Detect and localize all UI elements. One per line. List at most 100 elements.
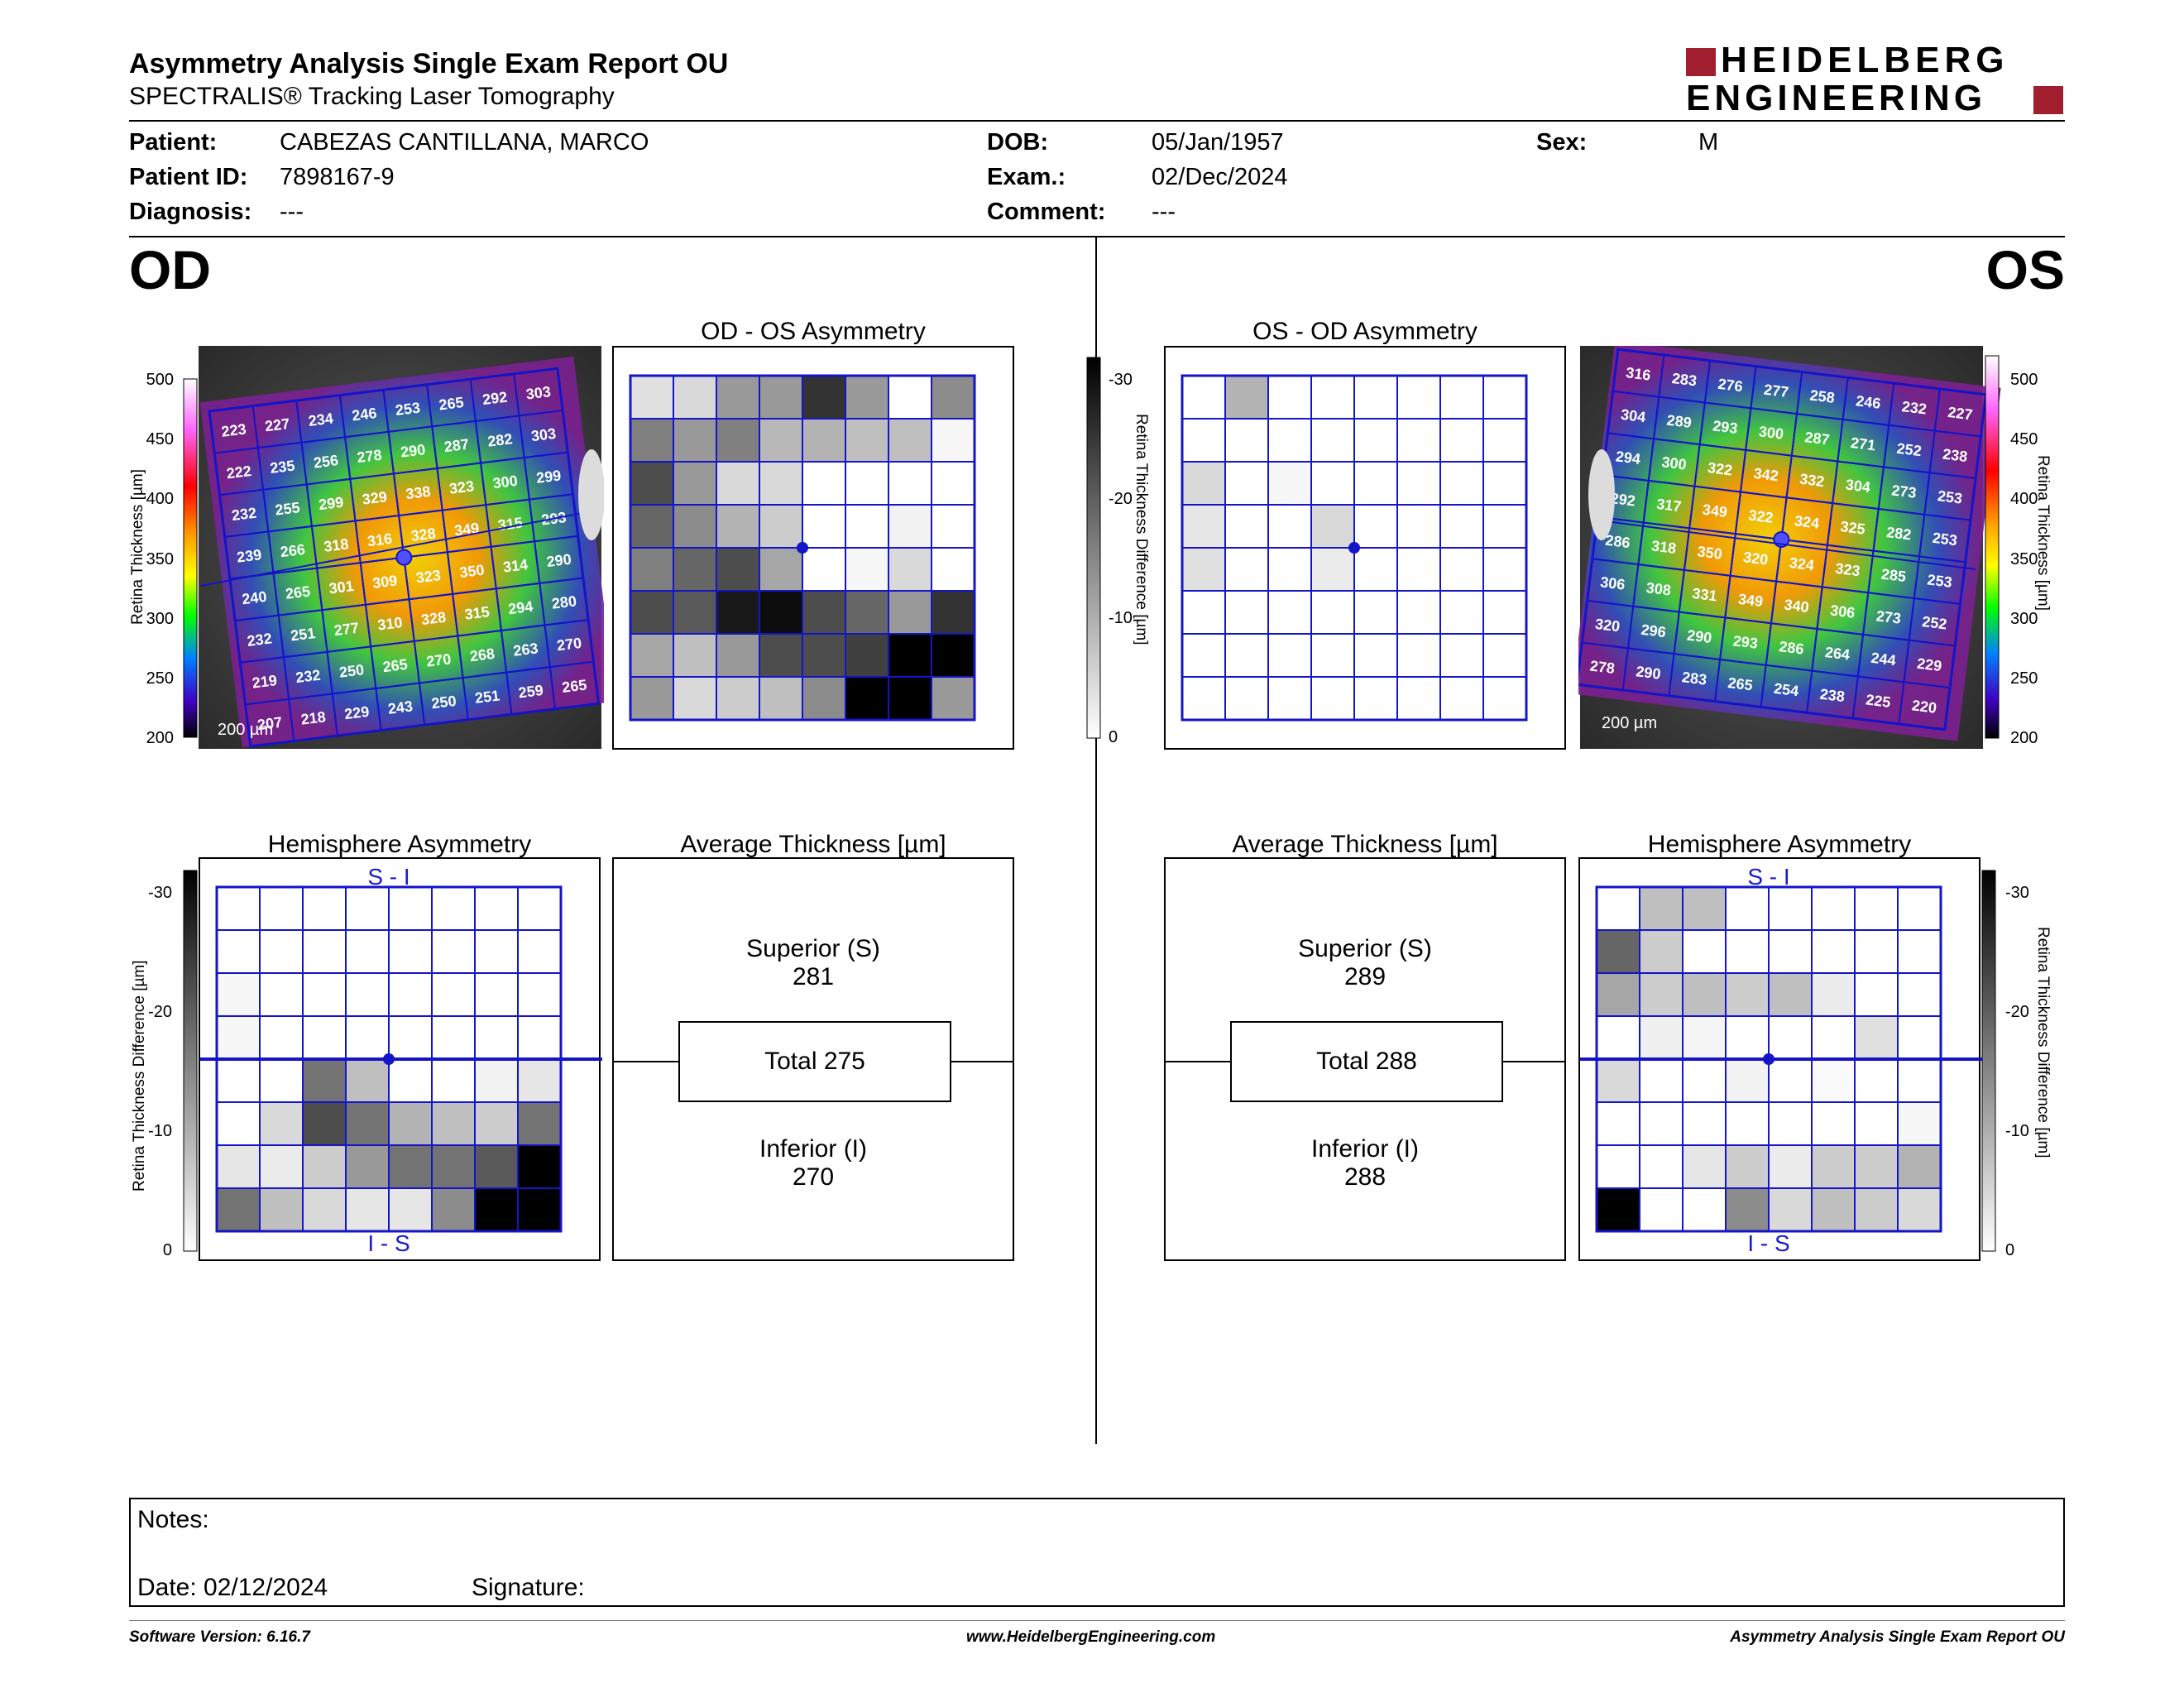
os-asym-cell (1181, 633, 1226, 678)
notes-date: Date: 02/12/2024 (137, 1574, 328, 1601)
od-hemi-cell (216, 1144, 261, 1189)
od-thickness-value: 255 (274, 499, 300, 519)
os-hemi-cell (1596, 1144, 1640, 1189)
os-hemi-cell (1682, 1144, 1727, 1189)
od-asym-cell (759, 504, 803, 549)
od-hemi-top-label: S - I (367, 864, 410, 890)
od-thickness-value: 315 (497, 514, 524, 534)
os-thickness-value: 285 (1880, 566, 1907, 586)
od-thickness-value: 309 (371, 572, 398, 592)
os-thickness-value: 258 (1809, 386, 1836, 406)
od-average-title: Average Thickness [µm] (680, 831, 946, 858)
od-asym-cell (716, 418, 760, 463)
od-hemi-cell (474, 1015, 519, 1060)
od-hemi-tick-label: -10 (148, 1122, 172, 1140)
od-hemi-cell (259, 1058, 304, 1103)
os-thickness-value: 282 (1885, 524, 1912, 544)
od-hemi-cell (259, 1144, 304, 1189)
os-hemi-cell (1682, 1101, 1727, 1146)
od-asym-cell (802, 633, 846, 678)
od-hemi-cell (388, 1015, 433, 1060)
os-hemi-cell (1854, 1101, 1899, 1146)
os-thickness-value: 283 (1681, 669, 1707, 688)
od-asym-cell (802, 547, 846, 592)
od-asym-cell (716, 633, 760, 678)
od-asym-cell (716, 375, 760, 420)
os-hemi-cell (1596, 1015, 1640, 1060)
os-hemi-cell (1811, 1101, 1856, 1146)
os-hemi-cell (1682, 1058, 1727, 1103)
os-hemi-cell (1854, 1144, 1899, 1189)
os-thickness-value: 294 (1615, 448, 1641, 468)
os-asym-cell (1439, 418, 1484, 463)
os-thickness-value: 264 (1824, 644, 1851, 664)
od-hemi-cell (517, 972, 562, 1017)
od-scale-label: 200 µm (218, 721, 273, 739)
od-fovea-marker (395, 549, 413, 566)
od-thickness-value: 246 (351, 405, 377, 424)
os-asym-cell (1267, 504, 1312, 549)
od-thickness-value: 310 (376, 614, 403, 634)
os-thickness-map: 316 283 276 277 258 246 232 227 304 289 293 300 287 2… (1578, 346, 2001, 749)
os-thickness-value: 232 (1901, 398, 1928, 418)
od-thickness-value: 270 (556, 635, 582, 655)
diagnosis-label: Diagnosis: (129, 199, 252, 225)
mid-diff-tick-label: -20 (1109, 490, 1133, 508)
os-hemi-cell (1725, 1101, 1770, 1146)
od-asymmetry-title: OD - OS Asymmetry (701, 318, 926, 345)
od-hemisphere-title: Hemisphere Asymmetry (267, 831, 532, 858)
os-asym-cell (1482, 418, 1527, 463)
os-hemi-cell (1854, 1058, 1899, 1103)
os-thickness-value: 287 (1803, 429, 1830, 448)
od-asymmetry-panel (612, 346, 1014, 750)
os-thickness-value: 244 (1870, 650, 1897, 669)
os-asym-cell (1310, 418, 1355, 463)
od-asym-cell (630, 418, 674, 463)
od-superior-label: Superior (S) (746, 935, 880, 962)
os-thickness-value: 323 (1834, 560, 1861, 580)
os-thickness-value: 225 (1865, 691, 1891, 711)
os-thickness-value: 325 (1840, 518, 1866, 538)
os-thickness-value: 324 (1794, 512, 1820, 532)
od-thickness-tick-label: 450 (146, 430, 174, 449)
os-total-box: Total 288 (1230, 1021, 1503, 1102)
mid-diff-tick-label: 0 (1109, 728, 1118, 746)
os-hemi-cell (1811, 886, 1856, 931)
od-asym-cell (673, 590, 717, 635)
os-asym-cell (1396, 375, 1441, 420)
od-hemi-tick-label: 0 (162, 1241, 172, 1259)
od-thickness-value: 323 (448, 477, 475, 497)
os-thickness-tick-label: 400 (2010, 490, 2038, 509)
os-hemi-cell (1811, 929, 1856, 974)
sex-label: Sex: (1536, 129, 1588, 156)
os-thickness-value: 290 (1686, 627, 1712, 647)
os-hemisphere-title: Hemisphere Asymmetry (1647, 831, 1912, 858)
od-thickness-value: 294 (507, 598, 534, 618)
os-hemi-cell (1768, 1101, 1813, 1146)
os-thickness-tick-label: 350 (2010, 549, 2038, 568)
os-thickness-value: 254 (1773, 680, 1799, 700)
od-thickness-value: 234 (308, 410, 334, 429)
os-hemi-cell (1682, 886, 1727, 931)
od-hemi-cell (517, 1101, 562, 1146)
os-asym-cell (1439, 676, 1484, 721)
od-hemisphere-panel: S - I I - S (199, 857, 602, 1261)
od-asym-cell (888, 676, 932, 721)
os-asym-cell (1267, 375, 1312, 420)
os-thickness-value: 293 (1732, 632, 1759, 652)
os-hemi-top-label: S - I (1747, 864, 1789, 890)
os-thickness-value: 265 (1727, 674, 1754, 694)
os-hemi-fovea-marker (1763, 1053, 1774, 1065)
os-hemi-cell (1725, 1058, 1770, 1103)
os-hemi-cell (1768, 1187, 1813, 1232)
od-hemi-cell (474, 1144, 519, 1189)
od-thickness-value: 280 (551, 592, 577, 612)
od-hemi-cell (388, 972, 433, 1017)
od-hemi-cell (474, 929, 519, 974)
od-thickness-value: 250 (430, 693, 457, 712)
od-asym-cell (716, 461, 760, 506)
od-asym-cell (759, 676, 803, 721)
os-thickness-value: 318 (1650, 537, 1677, 557)
od-asym-cell (673, 547, 717, 592)
os-hemi-cell (1854, 929, 1899, 974)
